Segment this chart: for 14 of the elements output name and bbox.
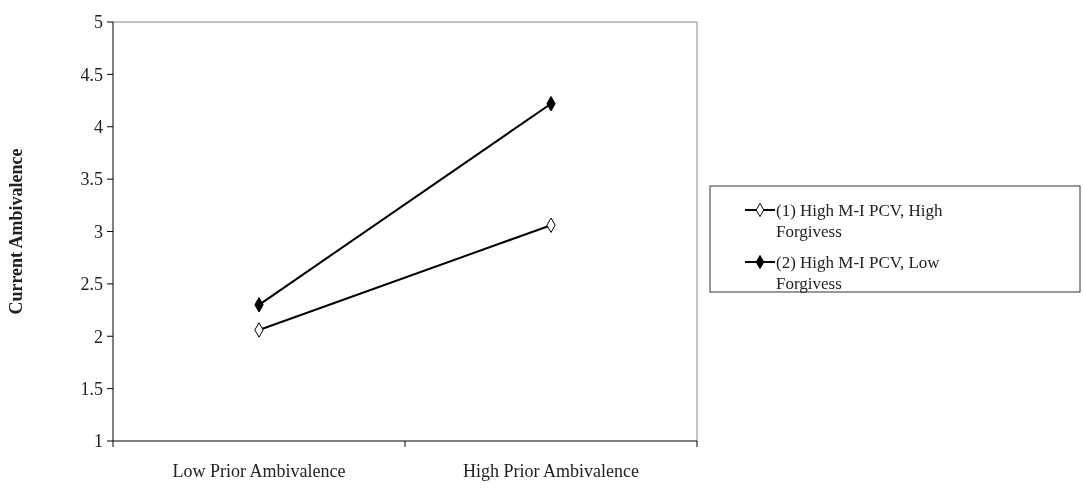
- legend-label: (1) High M-I PCV, High Forgivess: [776, 200, 943, 242]
- y-tick-label: 5: [94, 12, 103, 33]
- y-tick-label: 1: [94, 431, 103, 452]
- y-tick-label: 3.5: [80, 169, 103, 190]
- y-tick-label: 4: [94, 117, 103, 138]
- x-tick-label: Low Prior Ambivalence: [172, 461, 346, 481]
- y-tick-label: 2.5: [80, 274, 103, 295]
- y-axis-title: Current Ambivalence: [6, 148, 26, 315]
- legend-label: (2) High M-I PCV, Low Forgivess: [776, 252, 941, 294]
- x-tick-label: High Prior Ambivalence: [463, 461, 639, 481]
- y-tick-label: 4.5: [80, 64, 103, 85]
- y-tick-label: 3: [94, 221, 103, 242]
- y-tick-label: 1.5: [80, 378, 103, 399]
- y-tick-label: 2: [94, 326, 103, 347]
